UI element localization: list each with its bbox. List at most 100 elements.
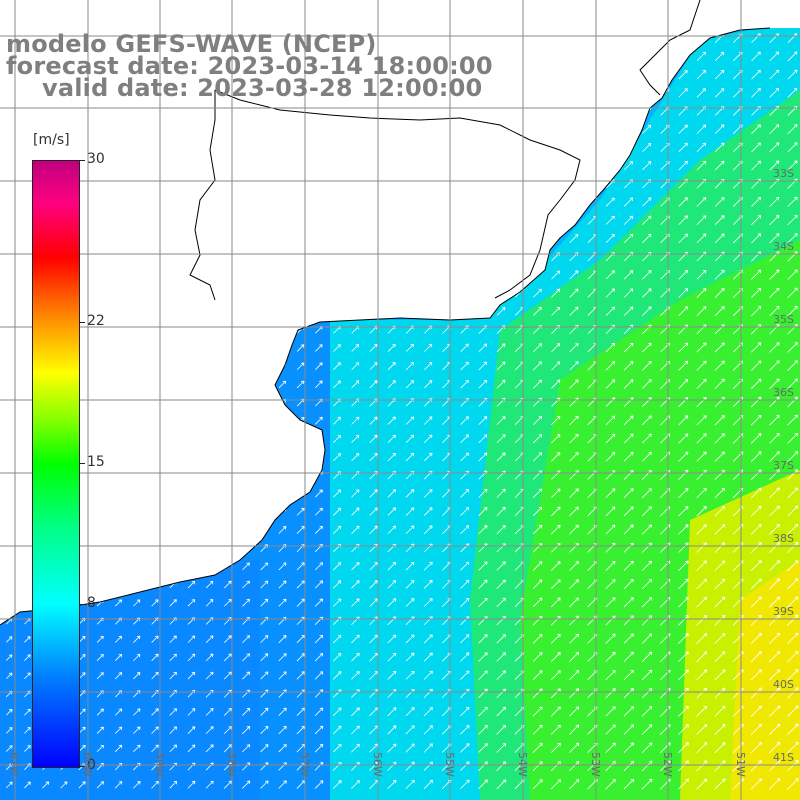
wind-arrow: [260, 108, 268, 115]
wind-arrow: [551, 452, 561, 462]
wind-arrow: [714, 560, 726, 572]
wind-arrow: [169, 308, 177, 316]
wind-arrow: [423, 670, 433, 680]
wind-arrow: [387, 180, 396, 188]
wind-arrow: [205, 780, 214, 789]
wind-arrow: [333, 489, 342, 498]
wind-arrow: [242, 181, 250, 188]
wind-arrow: [169, 381, 177, 388]
wind-arrow: [314, 671, 324, 680]
wind-arrow: [351, 107, 359, 116]
wind-arrow: [6, 91, 12, 97]
wind-arrow: [115, 108, 122, 115]
wind-arrow: [351, 434, 360, 443]
wind-arrow: [278, 417, 287, 425]
wind-arrow: [551, 70, 560, 79]
wind-arrow: [24, 781, 31, 789]
wind-arrow: [314, 707, 324, 717]
wind-arrow: [242, 435, 250, 443]
wind-arrow: [478, 270, 487, 280]
wind-arrow: [278, 380, 287, 389]
wind-arrow: [24, 218, 30, 224]
wind-arrow: [641, 778, 653, 790]
wind-arrow: [260, 580, 269, 589]
wind-arrow: [115, 217, 122, 224]
wind-arrow: [115, 581, 122, 589]
wind-arrow: [478, 525, 488, 535]
wind-arrow: [296, 580, 305, 589]
wind-arrow: [133, 363, 140, 370]
wind-arrow: [369, 362, 378, 371]
wind-arrow: [169, 780, 178, 789]
wind-arrow: [315, 180, 323, 188]
wind-arrow: [169, 526, 177, 534]
wind-arrow: [551, 106, 560, 116]
wind-arrow: [696, 506, 707, 517]
wind-arrow: [642, 233, 652, 244]
wind-arrow: [696, 451, 707, 462]
wind-arrow: [224, 235, 232, 243]
wind-arrow: [205, 526, 214, 534]
wind-arrow: [696, 487, 707, 499]
colorbar-tick: [79, 160, 85, 161]
wind-arrow: [24, 145, 30, 151]
wind-arrow: [260, 289, 268, 297]
wind-arrow: [532, 415, 543, 426]
wind-arrow: [315, 198, 323, 207]
wind-arrow: [205, 599, 214, 607]
wind-arrow: [133, 672, 141, 680]
wind-arrow: [750, 433, 762, 444]
wind-arrow: [460, 725, 470, 735]
wind-arrow: [6, 636, 13, 643]
wind-arrow: [278, 453, 287, 461]
wind-arrow: [642, 124, 652, 134]
wind-arrow: [751, 51, 761, 62]
wind-arrow: [278, 108, 286, 115]
wind-arrow: [333, 289, 341, 298]
wind-arrow: [242, 562, 250, 571]
wind-arrow: [187, 290, 195, 297]
wind-arrow: [6, 363, 12, 370]
wind-arrow: [623, 760, 635, 772]
wind-arrow: [769, 523, 780, 535]
wind-arrow: [369, 162, 378, 170]
wind-arrow: [750, 705, 762, 717]
wind-arrow: [678, 269, 689, 280]
wind-arrow: [442, 234, 451, 243]
wind-arrow: [405, 380, 415, 389]
wind-arrow: [532, 652, 543, 662]
wind-arrow: [678, 542, 689, 553]
wind-arrow: [533, 343, 542, 353]
wind-arrow: [224, 526, 232, 534]
wind-arrow: [714, 142, 725, 153]
wind-arrow: [369, 271, 378, 279]
wind-arrow: [714, 633, 726, 644]
wind-arrow: [260, 126, 268, 134]
wind-arrow: [696, 615, 707, 626]
wind-arrow: [97, 399, 104, 406]
wind-arrow: [678, 51, 688, 62]
wind-arrow: [406, 143, 414, 152]
wind-arrow: [624, 52, 633, 61]
wind-arrow: [714, 614, 726, 626]
wind-arrow: [224, 308, 232, 316]
wind-arrow: [24, 91, 30, 97]
wind-arrow: [278, 598, 287, 607]
wind-arrow: [460, 597, 470, 608]
wind-arrow: [24, 581, 31, 588]
wind-arrow: [478, 579, 488, 589]
wind-arrow: [187, 217, 195, 225]
wind-arrow: [515, 52, 524, 61]
wind-arrow: [496, 688, 506, 699]
wind-arrow: [478, 379, 488, 389]
wind-arrow: [206, 126, 213, 133]
wind-arrow: [224, 290, 232, 297]
wind-arrow: [750, 669, 762, 681]
wind-arrow: [351, 235, 359, 243]
wind-arrow: [151, 163, 158, 170]
wind-arrow: [678, 288, 689, 298]
wind-arrow: [242, 653, 251, 662]
wind-arrow: [460, 161, 469, 170]
wind-arrow: [405, 507, 415, 516]
wind-arrow: [115, 254, 122, 261]
